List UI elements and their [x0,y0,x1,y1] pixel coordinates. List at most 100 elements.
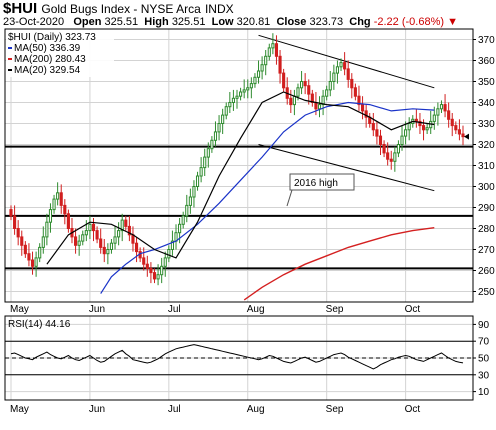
candle-body [386,152,390,160]
candle-body [382,144,386,154]
price-tick-label: 350 [478,77,495,88]
candle-body [350,78,354,89]
candle-body [432,114,436,122]
candle-body [407,123,411,131]
rsi-tick-label: 30 [478,370,490,381]
candle-body [325,89,329,97]
index-name: Gold Bugs Index - NYSE Arca [41,2,201,16]
price-tick-label: 360 [478,56,495,67]
candle-body [59,192,63,206]
candle-body [41,236,45,248]
candle-body [278,55,282,74]
candle-body [300,81,304,89]
open-label: Open [73,16,102,28]
candle-body [292,95,296,106]
candle-body [188,196,192,206]
date-tick-label: Jul [168,404,181,415]
date-tick-label: Sep [326,404,344,415]
candle-body [371,123,375,131]
candle-body [364,110,368,118]
date-tick-label: Jun [89,404,105,415]
channel-upper [258,34,435,89]
candle-body [375,129,379,137]
candle-body [34,257,38,267]
candle-body [346,68,350,80]
candle-body [210,139,214,150]
rsi-reference-lines [5,340,473,376]
candle-body [454,125,458,131]
candle-body [296,87,300,97]
candle-body [99,238,103,248]
candle-body [260,64,264,72]
legend-ma20: MA(20) 329.54 [14,65,81,76]
candle-body [389,158,393,162]
candle-body [421,125,426,131]
candle-body [16,228,20,238]
candle-body [52,198,56,211]
candle-body [9,209,13,217]
date-tick-label: Aug [247,304,265,315]
candle-body [418,120,422,127]
legend-main: $HUI (Daily) 323.73 [8,32,96,43]
candle-body [404,129,408,137]
date-tick-label: May [10,304,29,315]
candle-body [267,47,271,57]
candle-body [120,219,124,232]
candle-body [357,95,361,106]
price-tick-label: 340 [478,98,495,109]
candle-body [242,89,246,93]
candle-body [332,72,336,82]
candle-body [353,87,357,97]
candle-body [253,76,257,85]
low-label: Low [211,16,234,28]
candle-body [443,104,447,112]
close-label: Close [276,16,307,28]
candle-body [439,104,444,110]
candle-body [145,263,149,269]
candle-body [163,257,167,267]
date-tick-label: May [10,404,29,415]
candle-body [224,106,228,116]
moving-averages [46,91,435,301]
candle-body [178,223,182,234]
legend: $HUI (Daily) 323.73 MA(50) 336.39 MA(200… [6,30,114,77]
candle-body [20,236,24,246]
candle-body [203,156,207,169]
high-label: High [144,16,169,28]
quote-line: 23-Oct-2020 Open 325.51 High 325.51 Low … [3,16,458,28]
high-value: 325.51 [171,16,206,28]
candle-body [91,223,96,232]
ma20-line [46,91,435,265]
chg-label: Chg [349,16,371,28]
rsi-series-line [10,344,464,370]
candle-body [425,127,429,131]
date-tick-label: Oct [405,404,421,415]
candle-body [160,265,164,276]
price-axis: 250 260 270 280 290 300 310 320 330 340 350 360 370 [464,35,495,298]
legend-bg [6,30,114,77]
candle-body [393,152,397,162]
candle-body [106,249,110,255]
candle-body [56,192,60,200]
candles [9,33,465,286]
candle-body [271,43,275,49]
rsi-tick-label: 70 [478,337,490,348]
candle-body [221,114,225,124]
candle-body [63,204,67,215]
candle-body [335,66,340,74]
candle-body [131,234,135,244]
price-tick-label: 260 [478,266,495,277]
price-tick-label: 330 [478,119,495,130]
candle-body [185,204,189,217]
candle-body [81,234,85,242]
candle-body [152,272,157,280]
candle-body [246,87,250,91]
candle-body [360,104,365,112]
ma200-line [243,227,435,301]
price-tick-label: 300 [478,182,495,193]
candle-body [74,236,78,246]
candle-body [317,104,322,110]
candle-body [461,133,465,138]
candle-body [414,118,418,122]
